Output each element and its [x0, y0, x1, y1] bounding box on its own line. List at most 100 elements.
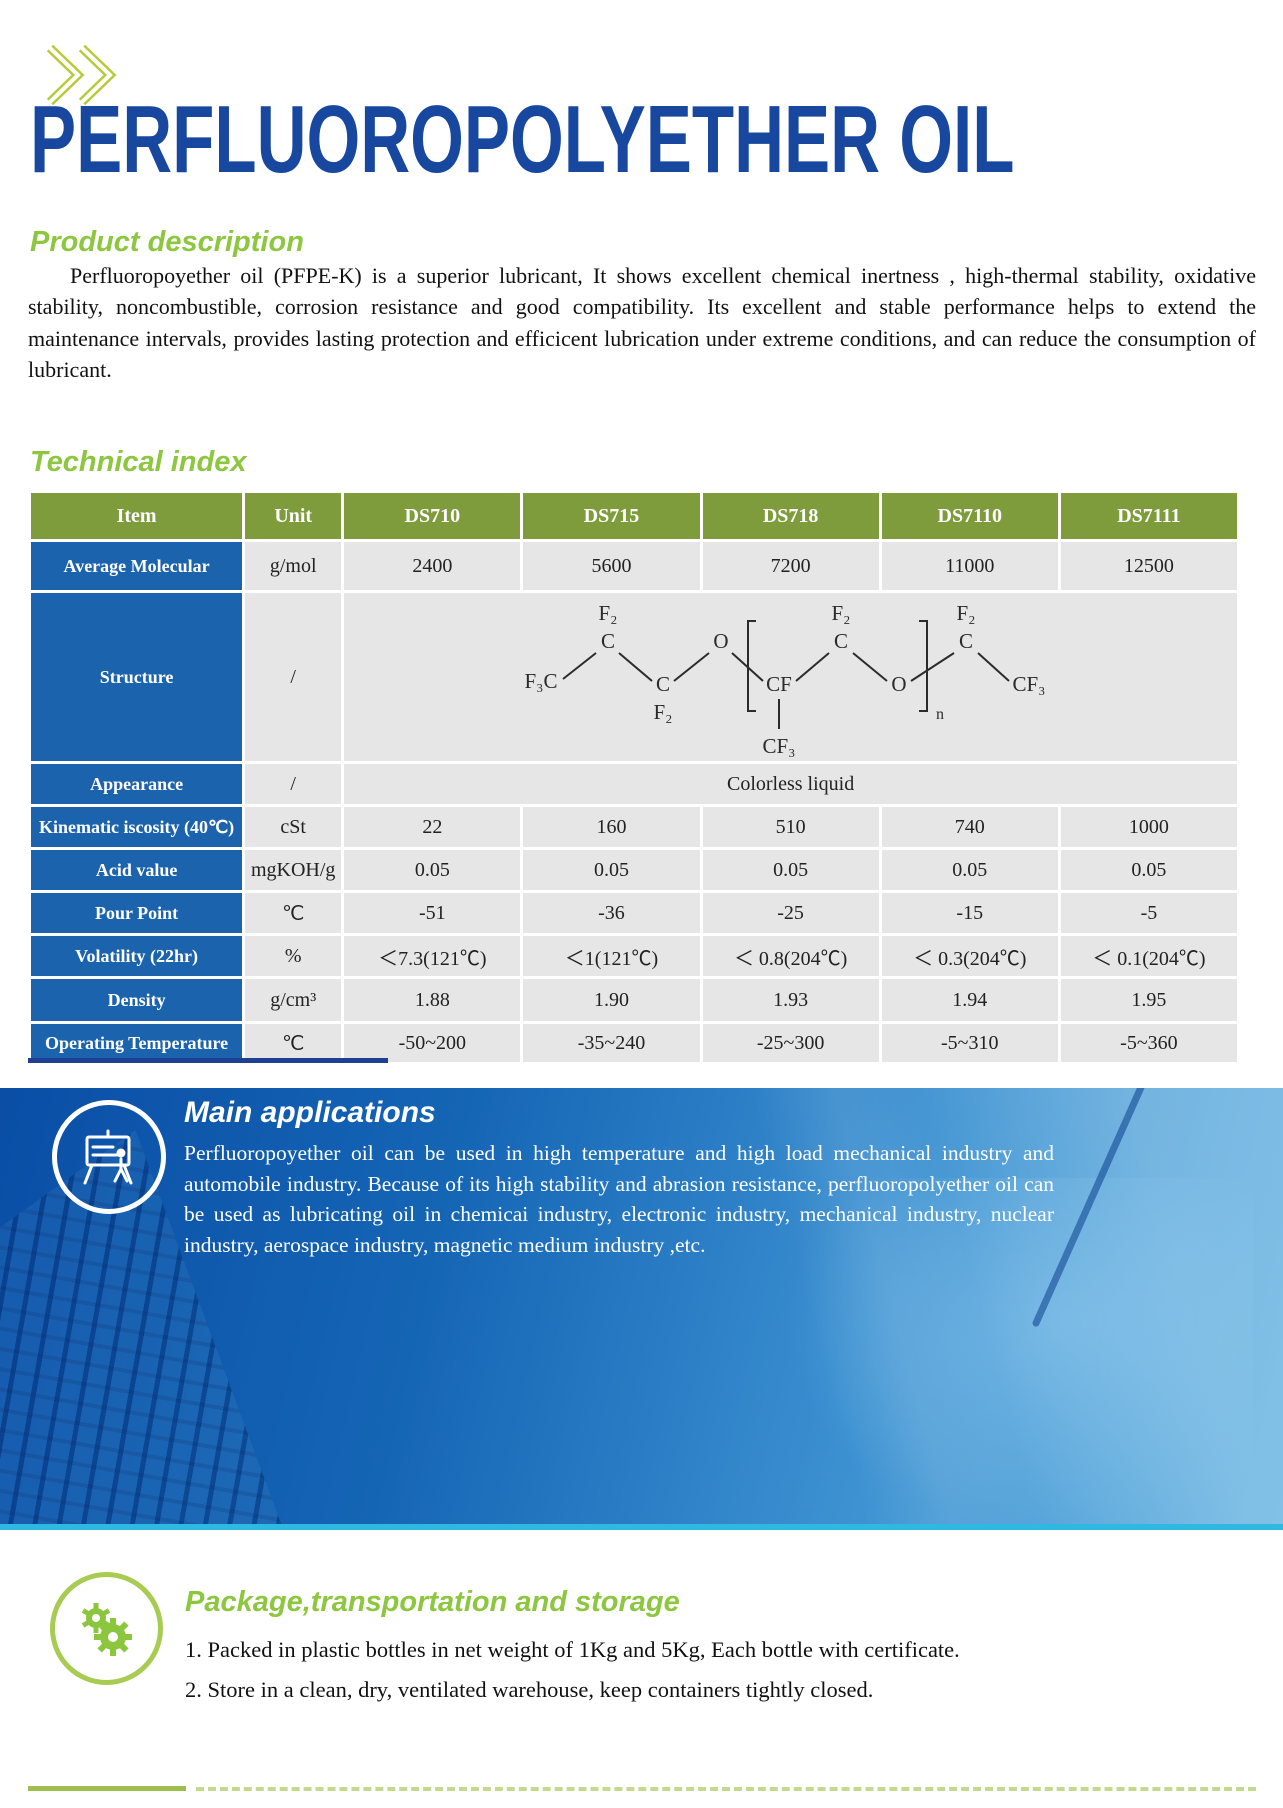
- svg-text:CF₃: CF₃: [762, 734, 795, 758]
- value-cell: 12500: [1060, 542, 1237, 590]
- double-chevron-icon: [46, 44, 117, 106]
- package-item: 2. Store in a clean, dry, ventilated war…: [185, 1677, 874, 1703]
- svg-text:F₂: F₂: [598, 601, 617, 625]
- row-label: Appearance: [31, 764, 243, 804]
- gears-icon-circle: [50, 1572, 163, 1685]
- merged-value-cell: Colorless liquid: [344, 764, 1237, 804]
- panel-cyan-strip: [0, 1524, 1283, 1530]
- package-item: 1. Packed in plastic bottles in net weig…: [185, 1637, 960, 1662]
- structure-cell: F₃C F₂ C C F₂ O CF CF₃ F₂ C O n F₂ C CF₃: [344, 593, 1237, 761]
- value-cell: ＜ 0.8(204℃): [702, 936, 879, 976]
- value-cell: 11000: [881, 542, 1058, 590]
- value-cell: 1.94: [881, 979, 1058, 1021]
- technical-index-table: Item Unit DS710 DS715 DS718 DS7110 DS711…: [28, 490, 1240, 1065]
- main-applications-panel: Main applications Perfluoropoyether oil …: [0, 1088, 1283, 1530]
- package-list: 1. Packed in plastic bottles in net weig…: [185, 1630, 960, 1710]
- unit-cell: %: [245, 936, 342, 976]
- gears-icon: [81, 1602, 132, 1656]
- value-cell: 7200: [702, 542, 879, 590]
- table-row-structure: Structure / F₃: [31, 593, 1237, 761]
- unit-cell: g/cm³: [245, 979, 342, 1021]
- col-header-unit: Unit: [245, 493, 342, 539]
- value-cell: ＜ 0.3(204℃): [881, 936, 1058, 976]
- value-cell: 2400: [344, 542, 521, 590]
- technical-index-heading: Technical index: [30, 446, 247, 478]
- value-cell: 510: [702, 807, 879, 847]
- main-applications-text: Perfluoropoyether oil can be used in hig…: [184, 1141, 1054, 1257]
- value-cell: 0.05: [702, 850, 879, 890]
- value-cell: -25: [702, 893, 879, 933]
- table-row: Volatility (22hr) % ＜7.3(121℃) ＜1(121℃) …: [31, 936, 1237, 976]
- product-description-heading: Product description: [30, 226, 304, 258]
- svg-text:F₂: F₂: [653, 700, 672, 724]
- table-row: Pour Point ℃ -51 -36 -25 -15 -5: [31, 893, 1237, 933]
- value-cell: -5~360: [1060, 1024, 1237, 1062]
- unit-cell: mgKOH/g: [245, 850, 342, 890]
- svg-text:F₃C: F₃C: [524, 669, 557, 693]
- table-row: Appearance / Colorless liquid: [31, 764, 1237, 804]
- col-header-ds7110: DS7110: [881, 493, 1058, 539]
- value-cell: ＜7.3(121℃): [344, 936, 521, 976]
- unit-cell: ℃: [245, 893, 342, 933]
- panel-photo-glow: [783, 1178, 1253, 1530]
- unit-cell: /: [245, 764, 342, 804]
- value-cell: 1.90: [523, 979, 700, 1021]
- svg-text:O: O: [891, 672, 906, 696]
- value-cell: 1.93: [702, 979, 879, 1021]
- value-cell: -51: [344, 893, 521, 933]
- package-heading: Package,transportation and storage: [185, 1586, 680, 1618]
- svg-text:CF: CF: [766, 672, 792, 696]
- row-label: Structure: [31, 593, 243, 761]
- svg-text:n: n: [936, 706, 944, 723]
- footer-dashed-line: [196, 1787, 1256, 1791]
- table-row: Acid value mgKOH/g 0.05 0.05 0.05 0.05 0…: [31, 850, 1237, 890]
- value-cell: -5: [1060, 893, 1237, 933]
- value-cell: -50~200: [344, 1024, 521, 1062]
- page-title: PERFLUOROPOLYETHER OIL: [30, 86, 1015, 193]
- presentation-icon-circle: [52, 1100, 166, 1214]
- value-cell: 1.88: [344, 979, 521, 1021]
- svg-text:C: C: [834, 629, 848, 653]
- row-label: Operating Temperature: [31, 1024, 243, 1062]
- svg-text:C: C: [656, 672, 670, 696]
- row-label: Kinematic iscosity (40℃): [31, 807, 243, 847]
- svg-text:CF₃: CF₃: [1012, 672, 1045, 696]
- value-cell: ＜1(121℃): [523, 936, 700, 976]
- value-cell: 0.05: [344, 850, 521, 890]
- svg-text:O: O: [713, 629, 728, 653]
- value-cell: 0.05: [523, 850, 700, 890]
- value-cell: -35~240: [523, 1024, 700, 1062]
- row-label: Pour Point: [31, 893, 243, 933]
- presentation-easel-icon: [83, 1129, 133, 1185]
- table-row: Density g/cm³ 1.88 1.90 1.93 1.94 1.95: [31, 979, 1237, 1021]
- footer-solid-line: [28, 1786, 186, 1791]
- main-applications-heading: Main applications: [184, 1096, 436, 1129]
- row-label: Density: [31, 979, 243, 1021]
- value-cell: 740: [881, 807, 1058, 847]
- value-cell: -5~310: [881, 1024, 1058, 1062]
- value-cell: -36: [523, 893, 700, 933]
- svg-text:F₂: F₂: [956, 601, 975, 625]
- unit-cell: cSt: [245, 807, 342, 847]
- col-header-item: Item: [31, 493, 243, 539]
- col-header-ds715: DS715: [523, 493, 700, 539]
- product-description-text: Perfluoropoyether oil (PFPE-K) is a supe…: [28, 263, 1256, 383]
- table-footer-accent-bar: [28, 1058, 388, 1063]
- svg-text:F₂: F₂: [831, 601, 850, 625]
- col-header-ds718: DS718: [702, 493, 879, 539]
- chemical-structure-diagram: F₃C F₂ C C F₂ O CF CF₃ F₂ C O n F₂ C CF₃: [524, 601, 1045, 758]
- unit-cell: /: [245, 593, 342, 761]
- table-row: Kinematic iscosity (40℃) cSt 22 160 510 …: [31, 807, 1237, 847]
- value-cell: -15: [881, 893, 1058, 933]
- unit-cell: ℃: [245, 1024, 342, 1062]
- value-cell: 160: [523, 807, 700, 847]
- row-label: Average Molecular: [31, 542, 243, 590]
- col-header-ds7111: DS7111: [1060, 493, 1237, 539]
- value-cell: 1000: [1060, 807, 1237, 847]
- table-header-row: Item Unit DS710 DS715 DS718 DS7110 DS711…: [31, 493, 1237, 539]
- value-cell: ＜ 0.1(204℃): [1060, 936, 1237, 976]
- row-label: Volatility (22hr): [31, 936, 243, 976]
- row-label: Acid value: [31, 850, 243, 890]
- svg-text:C: C: [959, 629, 973, 653]
